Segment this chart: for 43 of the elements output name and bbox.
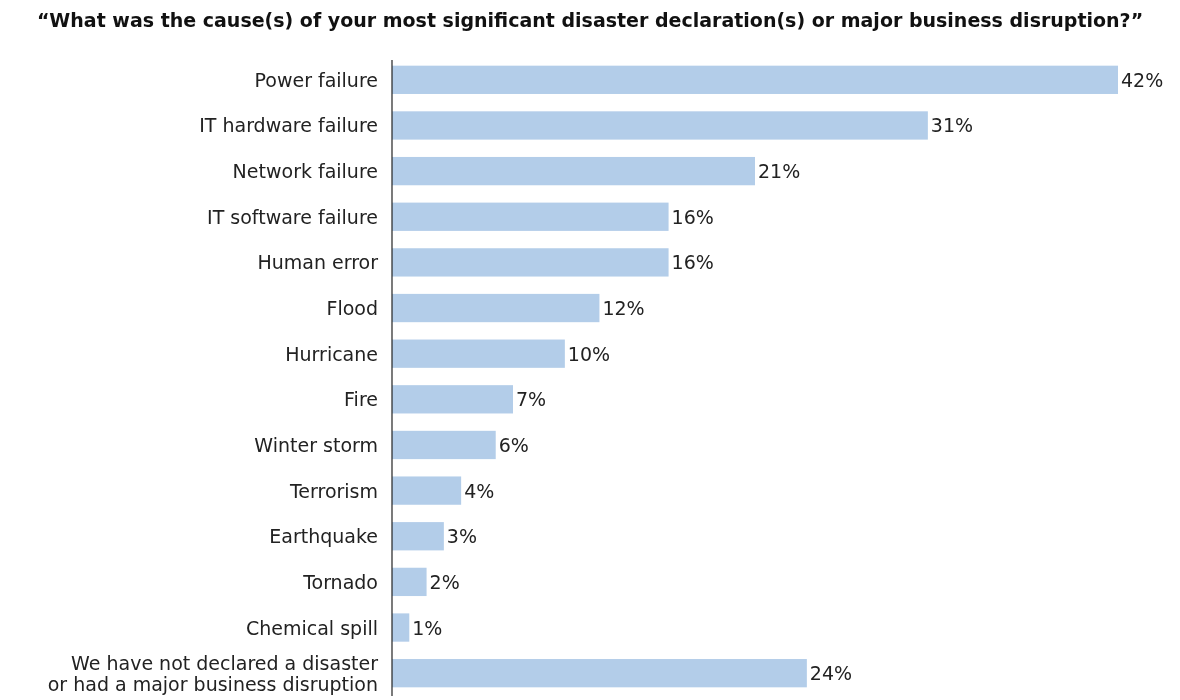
bar [392,339,565,368]
data-label: 4% [464,479,495,502]
bar [392,385,513,414]
chart-title: “What was the cause(s) of your most significant disaster declaration(s) or major business disruption?” [36,9,1144,31]
y-tick-label: Fire [344,388,378,411]
bar [392,613,410,642]
y-tick-label: Hurricane [285,342,378,365]
data-label: 10% [567,342,611,365]
data-label: 6% [498,433,529,456]
data-label: 12% [602,297,645,320]
bar [392,202,669,231]
y-tick-label: IT software failure [207,205,378,228]
bar [392,111,928,140]
bar [392,248,669,277]
y-tick-label: Chemical spill [246,616,378,639]
bar [392,659,807,688]
y-tick-label: Winter storm [254,433,378,456]
data-label: 16% [671,205,714,228]
bar [392,567,427,597]
y-tick-label: Network failure [232,160,378,183]
bar [392,293,600,323]
data-label: 1% [412,616,443,639]
data-label: 21% [758,160,801,183]
y-tick-label: We have not declared a disaster or had a major business disruption [47,651,379,695]
bar [392,522,444,551]
y-tick-label: Power failure [254,68,378,91]
data-label: 31% [930,114,974,137]
data-label: 7% [516,388,547,411]
y-tick-label: Terrorism [288,479,378,502]
y-tick-label: Earthquake [269,525,378,548]
data-label: 2% [429,570,460,593]
y-tick-label: IT hardware failure [199,114,378,137]
data-label: 24% [809,662,853,685]
bar [392,476,462,505]
data-label: 3% [446,525,478,548]
bar [392,430,496,460]
data-label: 42% [1121,68,1164,91]
y-tick-label: Human error [257,251,379,274]
data-label: 16% [671,251,714,274]
y-tick-label: Flood [326,297,378,320]
bar [392,156,755,186]
bar [392,65,1118,94]
y-tick-label: Tornado [302,570,378,593]
